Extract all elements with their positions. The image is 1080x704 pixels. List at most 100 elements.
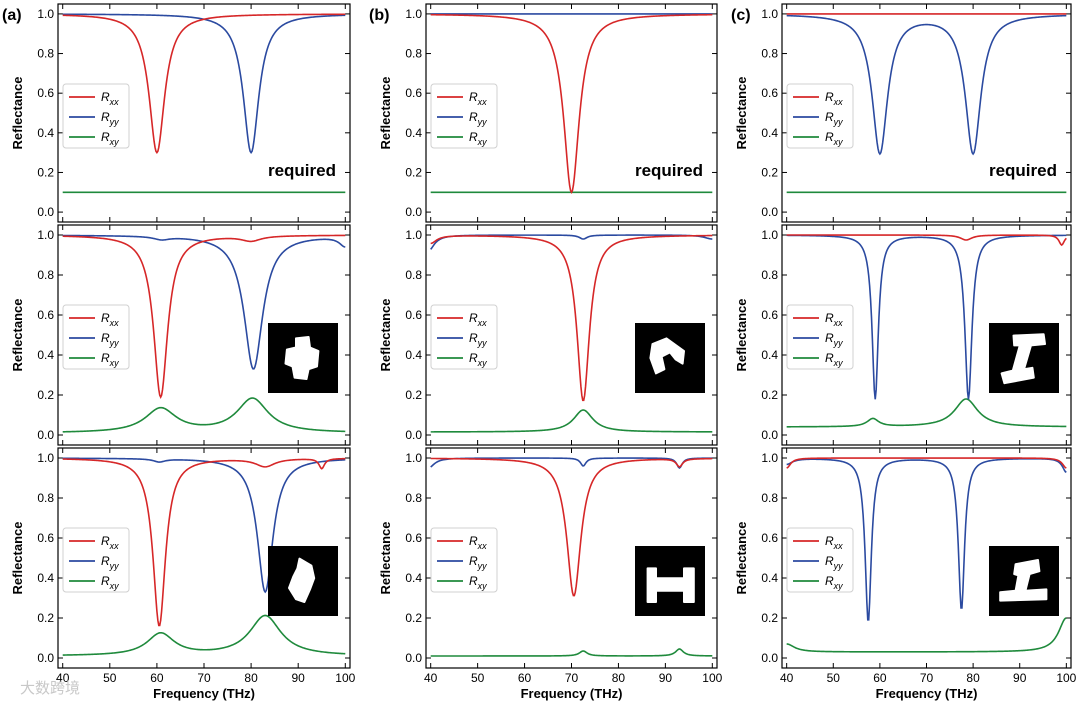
x-tick-label: 100	[702, 671, 722, 685]
watermark: 大数跨境	[20, 679, 80, 697]
legend-label: Ryy	[825, 110, 843, 127]
legend-box	[62, 527, 130, 593]
y-tick-label: 1.0	[37, 451, 54, 465]
figure-column-2: (c) 0.0 0.2 0.4 0.6 0.8 1.0 Reflectance Rxx Ryy Rx…	[731, 3, 1077, 701]
y-tick-label: 0.4	[405, 571, 422, 585]
x-tick-label: 80	[244, 671, 258, 685]
legend-label: Ryy	[825, 331, 843, 348]
panel-label: (a)	[2, 7, 22, 24]
legend-label: Rxx	[469, 534, 487, 551]
legend-label: Ryy	[469, 554, 487, 571]
series-line-rxx	[786, 234, 1067, 247]
legend-label: Rxx	[825, 311, 843, 328]
x-tick-label: 40	[56, 671, 70, 685]
x-tick-label: 60	[518, 671, 532, 685]
series-line-rxx	[786, 457, 1067, 469]
subplot-2-0: 0.0 0.2 0.4 0.6 0.8 1.0 Reflectance Rxx Ryy Rxy re…	[734, 3, 1072, 223]
figure-column-0: (a) 0.0 0.2 0.4 0.6 0.8 1.0 Reflectance Rxx Ryy Rx…	[2, 3, 356, 701]
legend-label: Ryy	[469, 331, 487, 348]
y-tick-label: 0.4	[761, 571, 778, 585]
x-tick-label: 60	[873, 671, 887, 685]
inset-shape	[646, 567, 695, 603]
inset-pattern-image	[635, 323, 705, 393]
inset-pattern-image	[268, 323, 338, 393]
y-tick-label: 0.0	[37, 428, 54, 442]
y-tick-label: 0.2	[37, 388, 54, 402]
y-axis-label: Reflectance	[378, 522, 393, 595]
y-tick-label: 0.0	[761, 428, 778, 442]
series-line-rxy	[430, 409, 713, 433]
series-line-ryy	[786, 234, 1067, 400]
y-tick-label: 1.0	[405, 228, 422, 242]
legend-box	[430, 527, 498, 593]
series-line-rxx	[430, 13, 713, 194]
legend-box	[430, 304, 498, 370]
subplot-1-0: 0.0 0.2 0.4 0.6 0.8 1.0 Reflectance Rxx Ryy Rxy re…	[378, 3, 718, 223]
subplot-0-1: 0.0 0.2 0.4 0.6 0.8 1.0 Reflectance Rxx Ryy Rxy	[10, 224, 351, 446]
legend-label: Rxx	[469, 311, 487, 328]
legend-label: Ryy	[101, 110, 119, 127]
y-tick-label: 1.0	[37, 7, 54, 21]
y-tick-label: 0.6	[37, 308, 54, 322]
annotation-required: required	[635, 161, 703, 180]
y-tick-label: 0.0	[761, 651, 778, 665]
inset-pattern-image	[268, 546, 338, 616]
x-axis-label: Frequency (THz)	[876, 686, 978, 701]
y-tick-label: 0.8	[37, 268, 54, 282]
inset-shape	[1000, 333, 1046, 385]
subplot-2-2: 0.0 0.2 0.4 0.6 0.8 1.0 40 50 60 70 80 90 100 Reflect…	[734, 447, 1077, 701]
annotation-required: required	[268, 161, 336, 180]
legend-label: Rxx	[101, 534, 119, 551]
y-tick-label: 0.4	[405, 348, 422, 362]
y-tick-label: 0.2	[405, 388, 422, 402]
y-tick-label: 1.0	[37, 228, 54, 242]
y-tick-label: 0.2	[37, 611, 54, 625]
y-tick-label: 0.2	[761, 388, 778, 402]
series-line-rxx	[430, 457, 713, 597]
y-tick-label: 0.4	[761, 126, 778, 140]
y-tick-label: 0.8	[761, 491, 778, 505]
y-tick-label: 0.6	[405, 308, 422, 322]
series-line-rxy	[786, 617, 1067, 653]
inset-shape	[284, 336, 320, 380]
y-tick-label: 0.6	[405, 86, 422, 100]
y-tick-label: 0.8	[37, 47, 54, 61]
subplot-0-2: 0.0 0.2 0.4 0.6 0.8 1.0 40 50 60 70 80 90 100 Reflect…	[10, 447, 356, 701]
panel-label: (c)	[731, 7, 751, 24]
y-tick-label: 0.0	[761, 205, 778, 219]
y-tick-label: 0.2	[405, 611, 422, 625]
y-tick-label: 1.0	[405, 451, 422, 465]
y-axis-label: Reflectance	[378, 299, 393, 372]
legend-label: Rxy	[469, 351, 487, 368]
y-axis-label: Reflectance	[10, 77, 25, 150]
legend-label: Rxy	[101, 574, 119, 591]
subplot-2-1: 0.0 0.2 0.4 0.6 0.8 1.0 Reflectance Rxx Ryy Rxy	[734, 224, 1072, 446]
x-tick-label: 70	[920, 671, 934, 685]
series-line-rxx	[62, 13, 346, 155]
legend-label: Ryy	[101, 554, 119, 571]
x-tick-label: 100	[1056, 671, 1076, 685]
inset-pattern-image	[635, 546, 705, 616]
legend-label: Rxy	[825, 351, 843, 368]
series-line-rxx	[62, 457, 346, 627]
y-tick-label: 0.6	[761, 86, 778, 100]
y-tick-label: 0.4	[405, 126, 422, 140]
x-tick-label: 50	[103, 671, 117, 685]
series-line-rxy	[62, 614, 346, 656]
y-tick-label: 0.2	[37, 165, 54, 179]
inset-background	[635, 323, 705, 393]
y-tick-label: 0.4	[37, 571, 54, 585]
x-axis-label: Frequency (THz)	[521, 686, 623, 701]
x-tick-label: 50	[827, 671, 841, 685]
series-line-ryy	[430, 234, 713, 250]
y-tick-label: 0.8	[761, 47, 778, 61]
inset-pattern-image	[989, 323, 1059, 393]
legend-label: Ryy	[101, 331, 119, 348]
legend-box	[786, 527, 854, 593]
x-tick-label: 60	[150, 671, 164, 685]
y-tick-label: 0.8	[405, 268, 422, 282]
y-tick-label: 0.0	[37, 651, 54, 665]
series-line-ryy	[786, 14, 1067, 156]
inset-shape	[649, 337, 685, 375]
